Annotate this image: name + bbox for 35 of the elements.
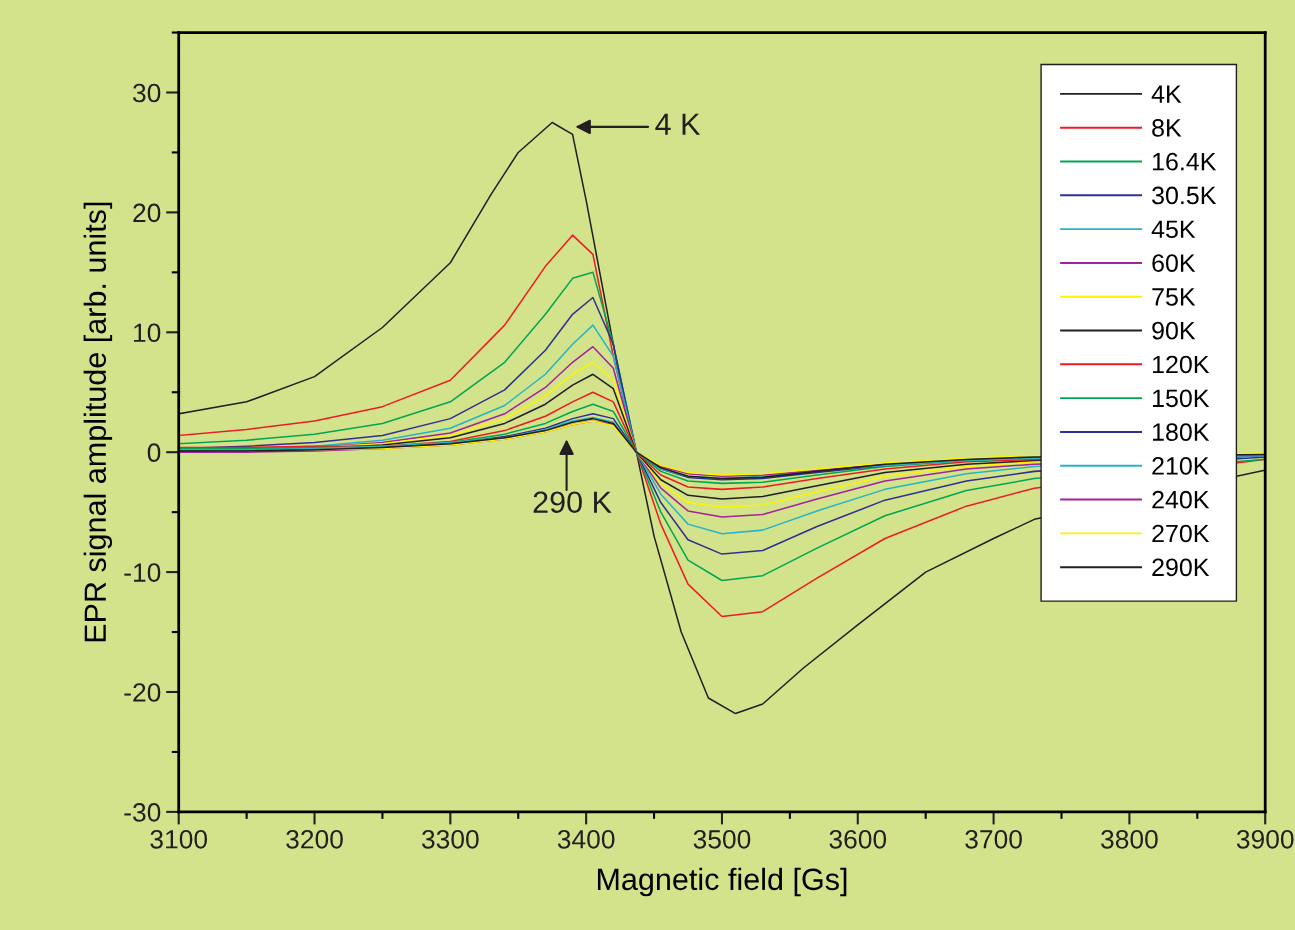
legend-label: 120K [1153,355,1210,374]
y-tick-label: -20 [124,683,161,702]
x-tick-label: 3400 [557,829,615,849]
legend-label: 8K [1152,119,1182,137]
x-tick-label: 3200 [286,829,343,849]
y-tick-label: 10 [134,323,161,343]
x-tick-label: 3700 [965,829,1022,849]
annotation: 290 K [533,491,612,514]
annotation: 4 K [655,113,701,135]
legend-label: 45K [1151,220,1196,239]
legend-label: 90K [1152,321,1196,340]
legend-label: 30.5K [1152,186,1217,205]
legend-label: 75K [1152,288,1196,306]
x-tick-label: 3600 [829,829,887,849]
legend-label: 290K [1152,558,1210,577]
legend-label: 4K [1151,85,1182,103]
legend-label: 180K [1153,423,1210,441]
legend-label: 60K [1152,254,1196,272]
legend-label: 150K [1153,389,1210,408]
legend-label: 240K [1152,490,1210,509]
y-tick-label: 0 [147,443,161,463]
x-tick-label: 3100 [150,829,208,849]
y-tick-label: -30 [124,803,161,822]
y-tick-label: -10 [124,563,161,582]
legend-label: 16.4K [1153,152,1217,171]
legend-label: 210K [1152,457,1210,475]
y-tick-label: 20 [133,203,161,223]
y-axis-title: EPR signal amplitude [arb. units] [83,202,113,642]
x-tick-label: 3800 [1101,829,1158,849]
y-tick-label: 30 [133,83,161,103]
x-tick-label: 3500 [693,829,751,849]
x-axis-title: Magnetic field [Gs] [597,867,847,897]
x-tick-label: 3900 [1236,829,1294,849]
legend-label: 270K [1152,524,1210,543]
x-tick-label: 3300 [421,829,479,849]
